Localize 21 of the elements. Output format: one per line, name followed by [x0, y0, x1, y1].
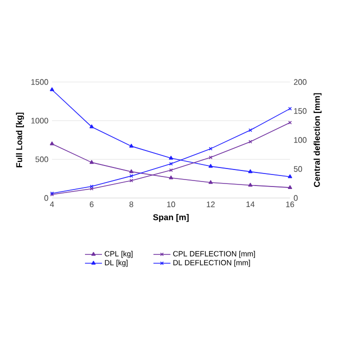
point: [288, 185, 292, 189]
point: [129, 169, 134, 174]
point: [248, 128, 252, 132]
point: [208, 146, 212, 151]
point: [90, 124, 94, 128]
point: [208, 156, 212, 160]
point: [248, 182, 252, 187]
point: [208, 180, 213, 184]
point: [248, 169, 252, 174]
y-axis-title: Full Load [kg]: [16, 112, 24, 168]
point: [90, 160, 94, 164]
point: [90, 184, 94, 188]
point: [50, 87, 54, 92]
point: [168, 156, 174, 160]
point: [208, 164, 213, 168]
point: [129, 144, 134, 148]
x-axis-title: Span [m]: [153, 214, 189, 222]
point: [50, 141, 54, 146]
point: [168, 176, 174, 180]
y2-axis-title: Central deflection [mm]: [314, 93, 322, 187]
point: [288, 174, 292, 178]
